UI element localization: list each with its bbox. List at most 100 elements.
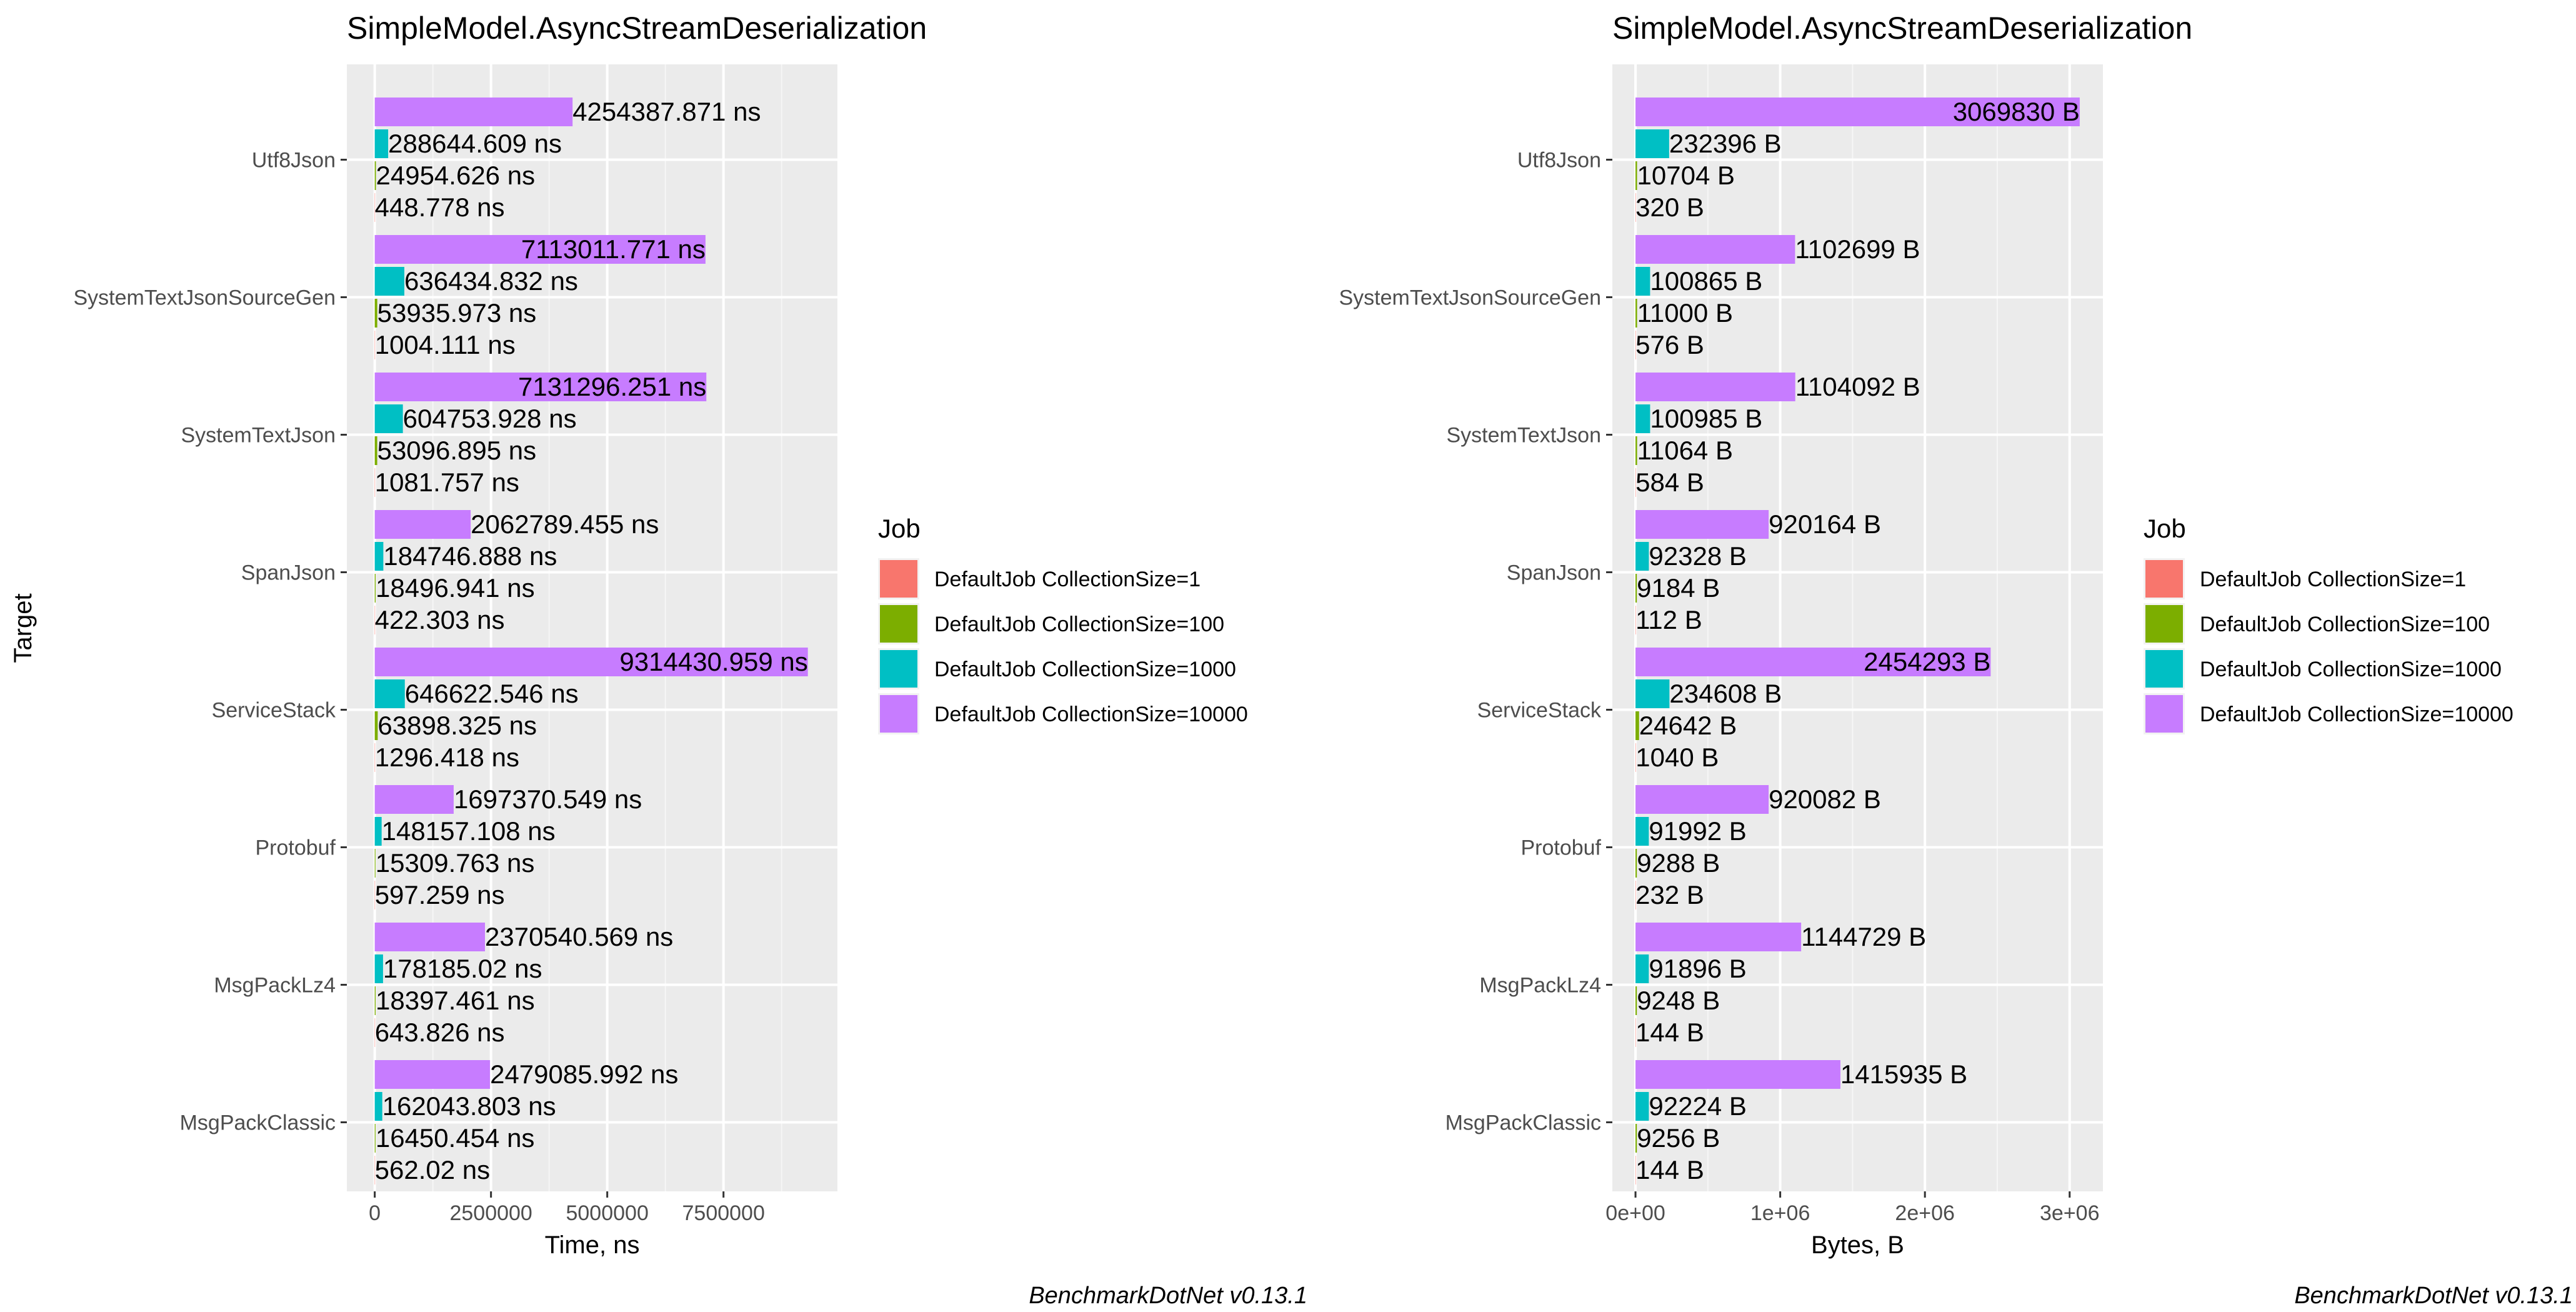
data-label: 1102699 B	[1795, 234, 1920, 264]
bar-MsgPackLz4-size-100	[374, 986, 376, 1015]
legend-swatch	[880, 605, 917, 643]
bar-Protobuf-size-1000	[374, 817, 382, 846]
bar-Utf8Json-size-10000	[374, 98, 573, 126]
data-label: 1697370.549 ns	[454, 784, 642, 814]
x-tick-label: 2e+06	[1895, 1201, 1955, 1225]
bar-SpanJson-size-1	[1635, 606, 1636, 634]
bar-MsgPackClassic-size-100	[374, 1124, 376, 1153]
data-label: 2062789.455 ns	[471, 509, 659, 539]
x-tick-label: 2500000	[449, 1201, 532, 1225]
bar-Utf8Json-size-1	[1635, 193, 1636, 222]
data-label: 9256 B	[1637, 1123, 1720, 1153]
chart-title: SimpleModel.AsyncStreamDeserialization	[1612, 11, 2192, 46]
data-label: 920082 B	[1769, 784, 1881, 814]
legend-label: DefaultJob CollectionSize=1000	[934, 658, 1236, 681]
data-label: 597.259 ns	[375, 880, 505, 909]
legend-swatch	[2145, 560, 2183, 598]
bar-Utf8Json-size-1000	[1635, 129, 1669, 158]
data-label: 11064 B	[1637, 436, 1733, 465]
legend: Job DefaultJob CollectionSize=1 DefaultJob…	[2144, 514, 2514, 734]
y-tick-label: ServiceStack	[1477, 699, 1602, 723]
bar-Utf8Json-size-10000	[1635, 98, 2080, 126]
y-tick-label: SystemTextJsonSourceGen	[73, 286, 336, 310]
bar-MsgPackLz4-size-1	[374, 1018, 376, 1047]
data-label: 1004.111 ns	[375, 330, 516, 359]
bar-MsgPackClassic-size-1	[374, 1156, 376, 1184]
legend-swatch	[2145, 695, 2183, 733]
data-label: 3069830 B	[1953, 97, 2080, 126]
bar-Utf8Json-size-100	[374, 161, 376, 190]
data-label: 2454293 B	[1864, 647, 1990, 676]
bar-Utf8Json-size-1000	[374, 129, 389, 158]
data-label: 144 B	[1635, 1155, 1704, 1184]
bar-SystemTextJson-size-1000	[1635, 404, 1650, 433]
legend-swatch	[880, 695, 917, 733]
data-label: 562.02 ns	[375, 1155, 491, 1184]
x-tick-label: 7500000	[682, 1201, 765, 1225]
data-label: 232 B	[1635, 880, 1704, 909]
bar-Protobuf-size-1000	[1635, 817, 1649, 846]
data-label: 178185.02 ns	[383, 954, 542, 983]
data-label: 63898.325 ns	[377, 711, 537, 740]
x-tick-label: 1e+06	[1750, 1201, 1810, 1225]
data-label: 2370540.569 ns	[485, 922, 673, 951]
data-label: 91992 B	[1649, 816, 1746, 846]
legend-swatch	[2145, 605, 2183, 643]
y-tick-label: SpanJson	[241, 561, 336, 585]
data-label: 643.826 ns	[375, 1018, 505, 1047]
bar-MsgPackClassic-size-1000	[1635, 1092, 1649, 1121]
bar-ServiceStack-size-1000	[1635, 679, 1670, 708]
data-label: 7131296.251 ns	[518, 372, 706, 401]
caption: BenchmarkDotNet v0.13.1	[1029, 1283, 1307, 1309]
bar-MsgPackClassic-size-10000	[374, 1060, 491, 1089]
bar-SpanJson-size-1	[374, 606, 376, 634]
data-label: 100865 B	[1650, 266, 1762, 296]
data-label: 91896 B	[1649, 954, 1746, 983]
data-label: 24642 B	[1639, 711, 1737, 740]
x-tick-label: 3e+06	[2040, 1201, 2100, 1225]
data-label: 162043.803 ns	[382, 1091, 556, 1121]
x-tick-label: 5000000	[566, 1201, 648, 1225]
bar-SpanJson-size-10000	[1635, 510, 1769, 539]
bar-SystemTextJsonSourceGen-size-10000	[1635, 235, 1795, 264]
data-label: 53935.973 ns	[377, 298, 537, 328]
bar-SystemTextJsonSourceGen-size-1	[374, 331, 376, 359]
y-tick-label: MsgPackLz4	[1479, 974, 1601, 998]
bar-Protobuf-size-100	[1635, 849, 1637, 878]
data-label: 422.303 ns	[375, 605, 505, 634]
data-label: 1296.418 ns	[375, 743, 519, 772]
bar-MsgPackLz4-size-100	[1635, 986, 1637, 1015]
legend-swatch	[880, 650, 917, 688]
bar-MsgPackClassic-size-10000	[1635, 1060, 1840, 1089]
bar-Protobuf-size-10000	[374, 785, 454, 814]
data-label: 2479085.992 ns	[490, 1059, 678, 1089]
y-tick-label: SystemTextJsonSourceGen	[1339, 286, 1601, 310]
legend-label: DefaultJob CollectionSize=100	[934, 613, 1224, 636]
bar-SystemTextJson-size-1000	[374, 404, 403, 433]
data-label: 7113011.771 ns	[521, 234, 706, 264]
legend-title: Job	[878, 514, 921, 543]
y-tick-label: ServiceStack	[212, 699, 336, 723]
data-label: 18496.941 ns	[376, 573, 535, 603]
bar-ServiceStack-size-1000	[374, 679, 405, 708]
bar-MsgPackClassic-size-1	[1635, 1156, 1636, 1184]
bar-Protobuf-size-10000	[1635, 785, 1769, 814]
data-label: 184746.888 ns	[383, 541, 557, 571]
bar-SystemTextJson-size-1	[374, 468, 376, 497]
data-label: 100985 B	[1650, 404, 1762, 433]
bar-ServiceStack-size-1	[374, 743, 376, 772]
data-label: 92328 B	[1649, 541, 1746, 571]
data-label: 4254387.871 ns	[572, 97, 761, 126]
legend-swatch	[2145, 650, 2183, 688]
bar-SpanJson-size-10000	[374, 510, 471, 539]
legend-label: DefaultJob CollectionSize=1	[2200, 568, 2466, 591]
bar-ServiceStack-size-1	[1635, 743, 1636, 772]
data-label: 24954.626 ns	[376, 161, 536, 190]
bar-SystemTextJsonSourceGen-size-1000	[374, 267, 405, 296]
bar-ServiceStack-size-100	[374, 711, 378, 740]
bar-SystemTextJsonSourceGen-size-100	[1635, 299, 1637, 328]
data-label: 18397.461 ns	[376, 986, 535, 1015]
data-label: 92224 B	[1649, 1091, 1746, 1121]
y-tick-label: MsgPackLz4	[214, 974, 336, 998]
